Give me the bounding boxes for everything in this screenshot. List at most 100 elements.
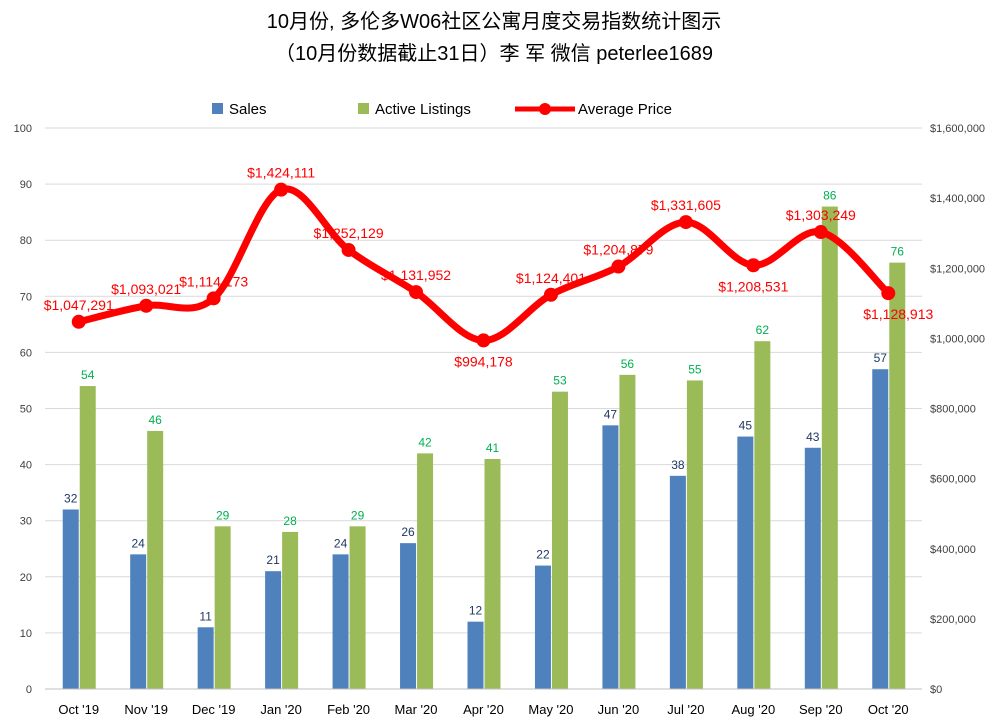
price-data-label: $1,047,291 [44, 297, 114, 313]
legend-label-listings: Active Listings [375, 101, 471, 118]
sales-data-label: 45 [739, 419, 753, 433]
listings-bar [821, 206, 838, 690]
sales-data-label: 38 [671, 458, 685, 472]
listings-bar [214, 526, 231, 689]
legend-label-sales: Sales [229, 101, 267, 118]
price-marker [813, 225, 828, 240]
y-tick-label: 50 [20, 404, 32, 416]
price-marker [409, 285, 424, 300]
listings-data-label: 56 [621, 357, 635, 371]
listings-data-label: 62 [756, 323, 770, 337]
listings-data-label: 29 [216, 508, 230, 522]
listings-bar [79, 386, 96, 689]
y-tick-label: 20 [20, 572, 32, 584]
sales-data-label: 11 [199, 609, 212, 623]
legend-swatch-listings [358, 103, 369, 114]
listings-data-label: 41 [486, 441, 500, 455]
y-tick-label: 10 [20, 628, 32, 640]
y-tick-label: 60 [20, 347, 32, 359]
listings-bar [349, 526, 366, 689]
sales-data-label: 32 [64, 491, 78, 505]
y-tick-label: 0 [26, 684, 32, 696]
listings-bar [147, 430, 164, 689]
price-marker [476, 333, 491, 348]
price-marker [206, 291, 221, 306]
x-tick-label: Jun '20 [598, 702, 640, 717]
sales-bar [400, 543, 417, 689]
price-marker [881, 286, 896, 301]
listings-data-label: 54 [81, 368, 95, 382]
listings-bar [417, 453, 434, 689]
legend-label-price: Average Price [578, 101, 672, 118]
price-data-label: $1,204,879 [583, 242, 653, 258]
x-tick-label: Sep '20 [799, 702, 843, 717]
chart-title-line2: （10月份数据截止31日）李 军 微信 peterlee1689 [275, 42, 713, 65]
sales-data-label: 26 [401, 525, 415, 539]
y-tick-label: 30 [20, 516, 32, 528]
price-data-label: $1,424,111 [247, 165, 315, 181]
x-tick-label: Feb '20 [327, 702, 370, 717]
y2-tick-label: $1,000,000 [930, 333, 985, 345]
sales-bar [804, 447, 821, 689]
y2-tick-label: $800,000 [930, 404, 976, 416]
price-marker [341, 242, 356, 257]
legend-swatch-sales [212, 103, 223, 114]
price-data-label: $1,131,952 [381, 267, 451, 283]
x-tick-label: Dec '19 [192, 702, 236, 717]
y2-tick-label: $1,600,000 [930, 123, 985, 135]
price-data-label: $994,178 [454, 353, 513, 369]
listings-data-label: 53 [553, 374, 567, 388]
sales-bar [467, 621, 484, 689]
legend: Sales Active Listings Average Price [212, 101, 672, 118]
listings-data-label: 76 [891, 245, 905, 259]
price-data-label: $1,114,173 [179, 273, 248, 289]
price-data-label: $1,252,129 [314, 225, 384, 241]
y-tick-label: 40 [20, 460, 32, 472]
sales-bar [265, 571, 282, 689]
listings-data-label: 28 [283, 514, 297, 528]
y2-tick-label: $600,000 [930, 474, 976, 486]
listings-data-label: 55 [688, 362, 702, 376]
price-marker [746, 258, 761, 273]
y-tick-label: 70 [20, 291, 32, 303]
listings-bar [619, 374, 636, 689]
sales-data-label: 57 [874, 351, 888, 365]
chart-title-line1: 10月份, 多伦多W06社区公寓月度交易指数统计图示 [267, 10, 721, 33]
price-marker [611, 259, 626, 274]
y-tick-label: 100 [14, 123, 32, 135]
price-data-label: $1,128,913 [863, 306, 933, 322]
listings-bar [484, 458, 501, 689]
sales-bar [130, 554, 147, 689]
sales-bar [872, 369, 889, 689]
sales-bar [62, 509, 79, 689]
price-data-label: $1,331,605 [651, 197, 721, 213]
price-marker [543, 287, 558, 302]
listings-data-label: 46 [149, 413, 163, 427]
price-data-label: $1,093,021 [111, 281, 181, 297]
listings-data-label: 29 [351, 508, 365, 522]
listings-bar [754, 341, 771, 689]
y2-tick-label: $1,200,000 [930, 263, 985, 275]
price-marker [71, 314, 86, 329]
price-data-label: $1,208,531 [718, 278, 788, 294]
sales-bar [332, 554, 349, 689]
sales-data-label: 43 [806, 430, 820, 444]
sales-bar [197, 627, 214, 689]
x-tick-label: Aug '20 [732, 702, 776, 717]
sales-data-label: 22 [536, 548, 550, 562]
price-data-label: $1,124,401 [516, 270, 586, 286]
x-tick-label: Jan '20 [260, 702, 302, 717]
y2-tick-label: $400,000 [930, 544, 976, 556]
x-tick-label: Mar '20 [395, 702, 438, 717]
x-tick-label: Apr '20 [463, 702, 504, 717]
listings-bar [551, 391, 568, 689]
sales-bar [534, 565, 551, 689]
legend-marker-price [539, 103, 551, 115]
sales-bar [669, 475, 686, 689]
listings-bar [686, 380, 703, 689]
y2-tick-label: $0 [930, 684, 942, 696]
listings-bar [889, 262, 906, 689]
sales-data-label: 24 [334, 536, 348, 550]
